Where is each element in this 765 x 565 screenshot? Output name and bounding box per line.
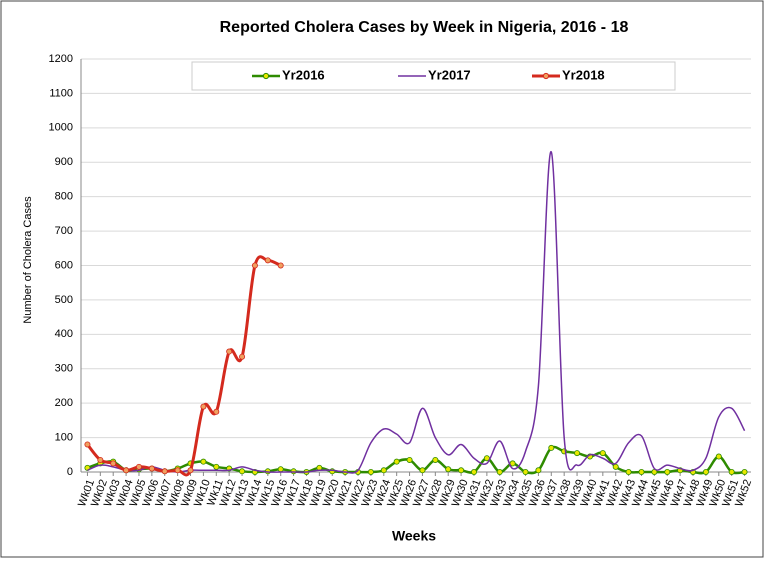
point (548, 444, 555, 451)
y-tick-label: 1000 (49, 122, 73, 134)
y-tick-label: 100 (55, 431, 73, 443)
point (187, 467, 194, 474)
point (419, 467, 426, 474)
point (664, 468, 671, 475)
point (226, 348, 233, 355)
point (715, 453, 722, 460)
point (496, 468, 503, 475)
legend-label: Yr2017 (428, 67, 471, 82)
y-tick-label: 1200 (49, 53, 73, 65)
point (470, 468, 477, 475)
point (264, 257, 271, 264)
point (599, 450, 606, 457)
point (728, 468, 735, 475)
y-tick-label: 0 (67, 466, 73, 478)
point (702, 468, 709, 475)
point (522, 468, 529, 475)
point (161, 468, 168, 475)
y-axis-label: Number of Cholera Cases (22, 196, 34, 324)
point (135, 463, 142, 470)
point (110, 460, 117, 467)
point (535, 467, 542, 474)
point (741, 468, 748, 475)
y-tick-label: 500 (55, 294, 73, 306)
point (213, 408, 220, 415)
point (97, 456, 104, 463)
y-tick-label: 300 (55, 363, 73, 375)
legend-label: Yr2016 (282, 67, 325, 82)
point (367, 468, 374, 475)
series-line (87, 445, 745, 475)
point (638, 468, 645, 475)
point (393, 458, 400, 465)
point (458, 467, 465, 474)
y-tick-label: 800 (55, 191, 73, 203)
point (200, 458, 207, 465)
y-tick-label: 200 (55, 397, 73, 409)
point (123, 467, 130, 474)
point (277, 466, 284, 473)
point (445, 466, 452, 473)
point (612, 463, 619, 470)
point (200, 403, 207, 410)
series-line (86, 255, 282, 477)
point (406, 456, 413, 463)
point (239, 468, 246, 475)
y-tick-label: 600 (55, 259, 73, 271)
legend-marker (262, 72, 270, 80)
legend-marker (542, 72, 550, 80)
point (174, 467, 181, 474)
legend-label: Yr2018 (562, 67, 605, 82)
y-tick-label: 400 (55, 328, 73, 340)
x-axis-label: Weeks (392, 528, 436, 544)
point (251, 262, 258, 269)
point (239, 353, 246, 360)
y-tick-label: 900 (55, 156, 73, 168)
point (432, 456, 439, 463)
y-tick-label: 1100 (49, 87, 73, 99)
chart-title: Reported Cholera Cases by Week in Nigeri… (220, 19, 629, 36)
point (625, 468, 632, 475)
point (84, 441, 91, 448)
point (277, 262, 284, 269)
y-tick-label: 700 (55, 225, 73, 237)
series-line (87, 151, 746, 474)
point (213, 463, 220, 470)
point (380, 467, 387, 474)
point (574, 450, 581, 457)
point (148, 465, 155, 472)
